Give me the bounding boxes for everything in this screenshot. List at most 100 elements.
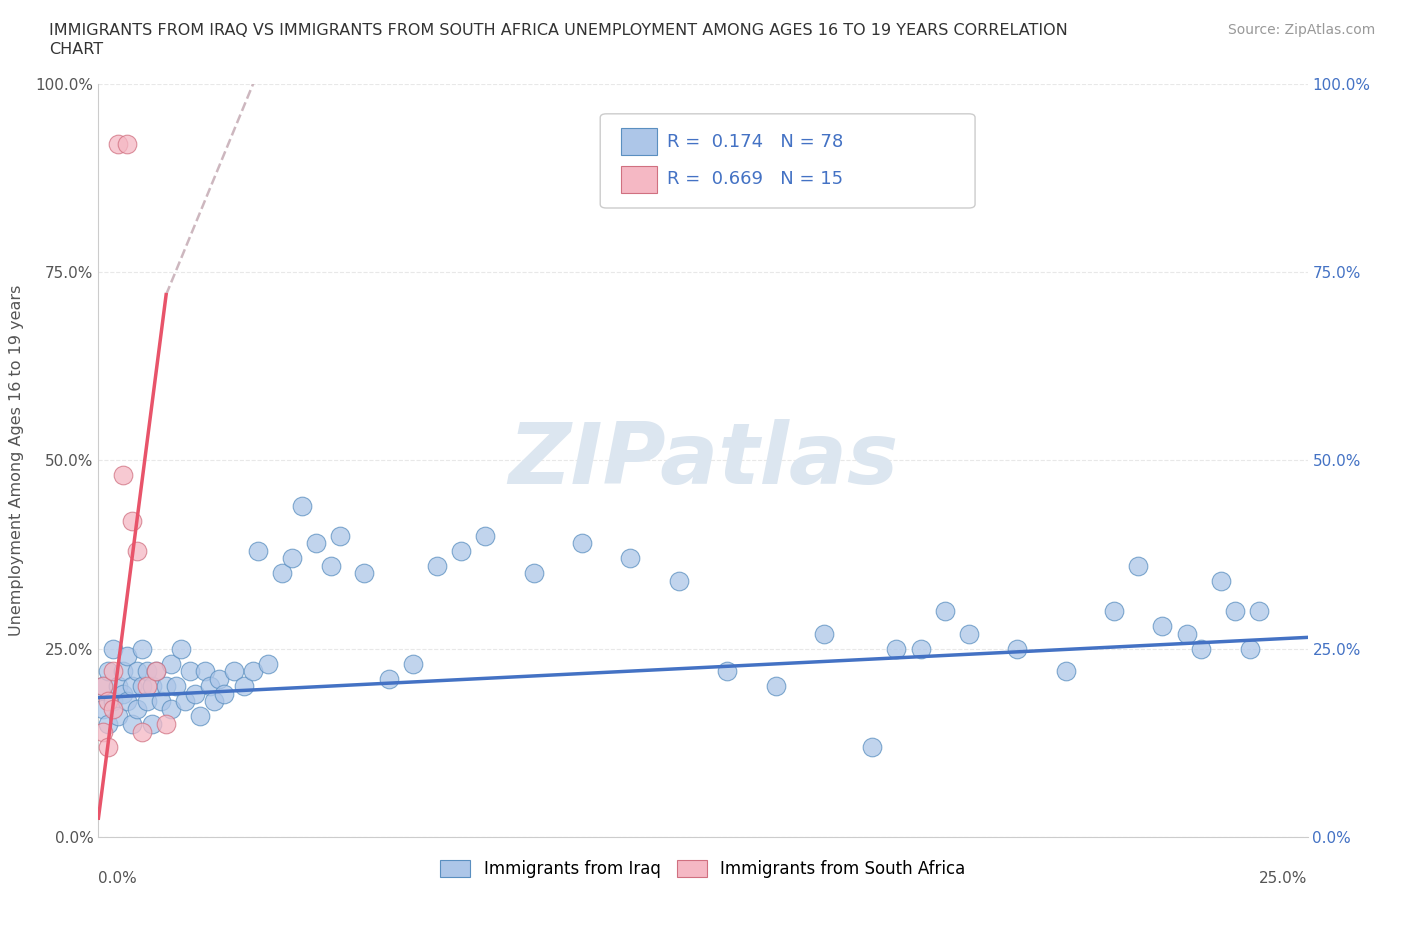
- Text: CHART: CHART: [49, 42, 103, 57]
- Point: [121, 513, 143, 528]
- Point: [305, 536, 328, 551]
- Point: [150, 694, 173, 709]
- Text: R =  0.174   N = 78: R = 0.174 N = 78: [666, 133, 844, 151]
- Point: [188, 709, 211, 724]
- Point: [117, 694, 139, 709]
- FancyBboxPatch shape: [600, 113, 976, 208]
- Point: [169, 642, 191, 657]
- Point: [131, 724, 153, 739]
- Point: [155, 679, 177, 694]
- Point: [107, 709, 129, 724]
- Point: [160, 657, 183, 671]
- Point: [97, 664, 120, 679]
- Point: [212, 686, 235, 701]
- Point: [107, 137, 129, 152]
- Point: [117, 649, 139, 664]
- Point: [765, 679, 787, 694]
- Point: [91, 701, 114, 716]
- Point: [127, 664, 149, 679]
- Point: [91, 679, 114, 694]
- Point: [716, 664, 738, 679]
- Point: [91, 724, 114, 739]
- Text: Source: ZipAtlas.com: Source: ZipAtlas.com: [1227, 23, 1375, 37]
- Point: [910, 642, 932, 657]
- Legend: Immigrants from Iraq, Immigrants from South Africa: Immigrants from Iraq, Immigrants from So…: [433, 854, 973, 885]
- Point: [1102, 604, 1125, 618]
- Point: [160, 701, 183, 716]
- Point: [97, 739, 120, 754]
- Point: [1152, 618, 1174, 633]
- FancyBboxPatch shape: [621, 128, 657, 155]
- Point: [179, 664, 201, 679]
- Point: [135, 679, 157, 694]
- Point: [155, 717, 177, 732]
- Point: [131, 679, 153, 694]
- Point: [860, 739, 883, 754]
- Point: [204, 694, 226, 709]
- Text: ZIPatlas: ZIPatlas: [508, 418, 898, 502]
- Point: [194, 664, 217, 679]
- Point: [242, 664, 264, 679]
- Point: [402, 657, 425, 671]
- Point: [353, 565, 375, 580]
- FancyBboxPatch shape: [621, 166, 657, 193]
- Point: [619, 551, 641, 565]
- Point: [571, 536, 593, 551]
- Point: [121, 717, 143, 732]
- Point: [1054, 664, 1077, 679]
- Point: [127, 701, 149, 716]
- Point: [1223, 604, 1246, 618]
- Point: [184, 686, 207, 701]
- Point: [1249, 604, 1271, 618]
- Point: [111, 664, 134, 679]
- Point: [101, 701, 124, 716]
- Point: [232, 679, 254, 694]
- Point: [101, 642, 124, 657]
- Point: [141, 717, 163, 732]
- Point: [135, 664, 157, 679]
- Point: [101, 664, 124, 679]
- Point: [97, 717, 120, 732]
- Point: [127, 543, 149, 558]
- Point: [1239, 642, 1261, 657]
- Text: IMMIGRANTS FROM IRAQ VS IMMIGRANTS FROM SOUTH AFRICA UNEMPLOYMENT AMONG AGES 16 : IMMIGRANTS FROM IRAQ VS IMMIGRANTS FROM …: [49, 23, 1069, 38]
- Point: [377, 671, 399, 686]
- Point: [290, 498, 312, 513]
- Point: [271, 565, 294, 580]
- Point: [107, 679, 129, 694]
- Point: [1189, 642, 1212, 657]
- Point: [426, 558, 449, 573]
- Point: [1175, 626, 1198, 641]
- Point: [165, 679, 187, 694]
- Text: 0.0%: 0.0%: [98, 870, 138, 886]
- Point: [135, 694, 157, 709]
- Point: [145, 664, 167, 679]
- Point: [222, 664, 245, 679]
- Point: [886, 642, 908, 657]
- Point: [668, 574, 690, 589]
- Point: [111, 686, 134, 701]
- Point: [329, 528, 352, 543]
- Point: [198, 679, 221, 694]
- Point: [174, 694, 197, 709]
- Point: [957, 626, 980, 641]
- Point: [141, 679, 163, 694]
- Point: [131, 642, 153, 657]
- Point: [523, 565, 546, 580]
- Point: [934, 604, 956, 618]
- Point: [121, 679, 143, 694]
- Text: R =  0.669   N = 15: R = 0.669 N = 15: [666, 170, 842, 189]
- Point: [101, 694, 124, 709]
- Point: [319, 558, 342, 573]
- Point: [474, 528, 496, 543]
- Point: [1128, 558, 1150, 573]
- Point: [450, 543, 472, 558]
- Point: [111, 468, 134, 483]
- Point: [97, 694, 120, 709]
- Point: [145, 664, 167, 679]
- Point: [117, 137, 139, 152]
- Point: [247, 543, 270, 558]
- Y-axis label: Unemployment Among Ages 16 to 19 years: Unemployment Among Ages 16 to 19 years: [10, 285, 24, 636]
- Text: 25.0%: 25.0%: [1260, 870, 1308, 886]
- Point: [208, 671, 231, 686]
